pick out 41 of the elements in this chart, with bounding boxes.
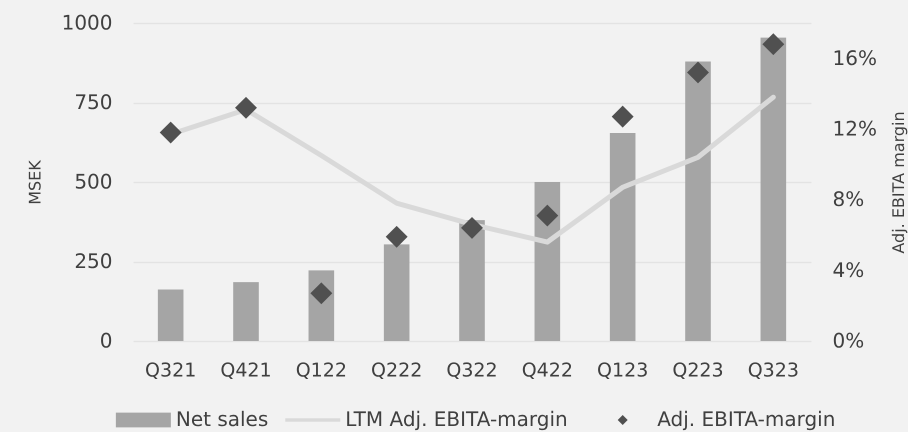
y-tick-label: 250	[74, 249, 112, 273]
x-tick-label: Q321	[145, 360, 196, 382]
legend-label: Adj. EBITA-margin	[657, 407, 836, 431]
legend-label: LTM Adj. EBITA-margin	[345, 407, 568, 431]
point	[160, 122, 182, 144]
y2-tick-label: 8%	[832, 187, 864, 212]
point	[461, 216, 483, 239]
point	[386, 226, 408, 248]
x-tick-label: Q222	[371, 360, 422, 382]
x-tick-label: Q322	[446, 360, 498, 382]
y2-tick-label: 0%	[832, 328, 864, 352]
y-tick-label: 750	[74, 90, 112, 114]
x-tick-label: Q122	[296, 360, 347, 382]
bar	[459, 220, 485, 341]
x-tick-label: Q323	[748, 360, 799, 382]
point	[310, 282, 332, 304]
point	[536, 204, 558, 227]
y2-tick-label: 4%	[832, 258, 864, 282]
y-axis-title: MSEK	[26, 160, 45, 205]
bar	[233, 282, 259, 341]
point	[235, 96, 257, 119]
bar	[534, 182, 560, 341]
y2-axis-title: Adj. EBITA margin	[888, 111, 908, 254]
x-tick-label: Q223	[672, 360, 724, 382]
x-tick-label: Q123	[597, 360, 648, 382]
point	[687, 62, 709, 84]
point	[612, 106, 634, 128]
point	[762, 33, 784, 56]
bar	[384, 244, 410, 341]
y2-tick-label: 16%	[832, 46, 877, 70]
bar	[685, 61, 711, 341]
y-tick-label: 1000	[62, 10, 112, 34]
y-tick-label: 500	[74, 170, 112, 194]
bar	[610, 133, 636, 341]
bar	[158, 289, 184, 341]
x-tick-label: Q421	[220, 360, 272, 382]
y-tick-label: 0	[100, 328, 112, 352]
legend-label: Net sales	[176, 407, 268, 431]
bar	[760, 38, 786, 341]
y2-tick-label: 12%	[832, 116, 877, 140]
x-tick-label: Q422	[522, 360, 573, 382]
